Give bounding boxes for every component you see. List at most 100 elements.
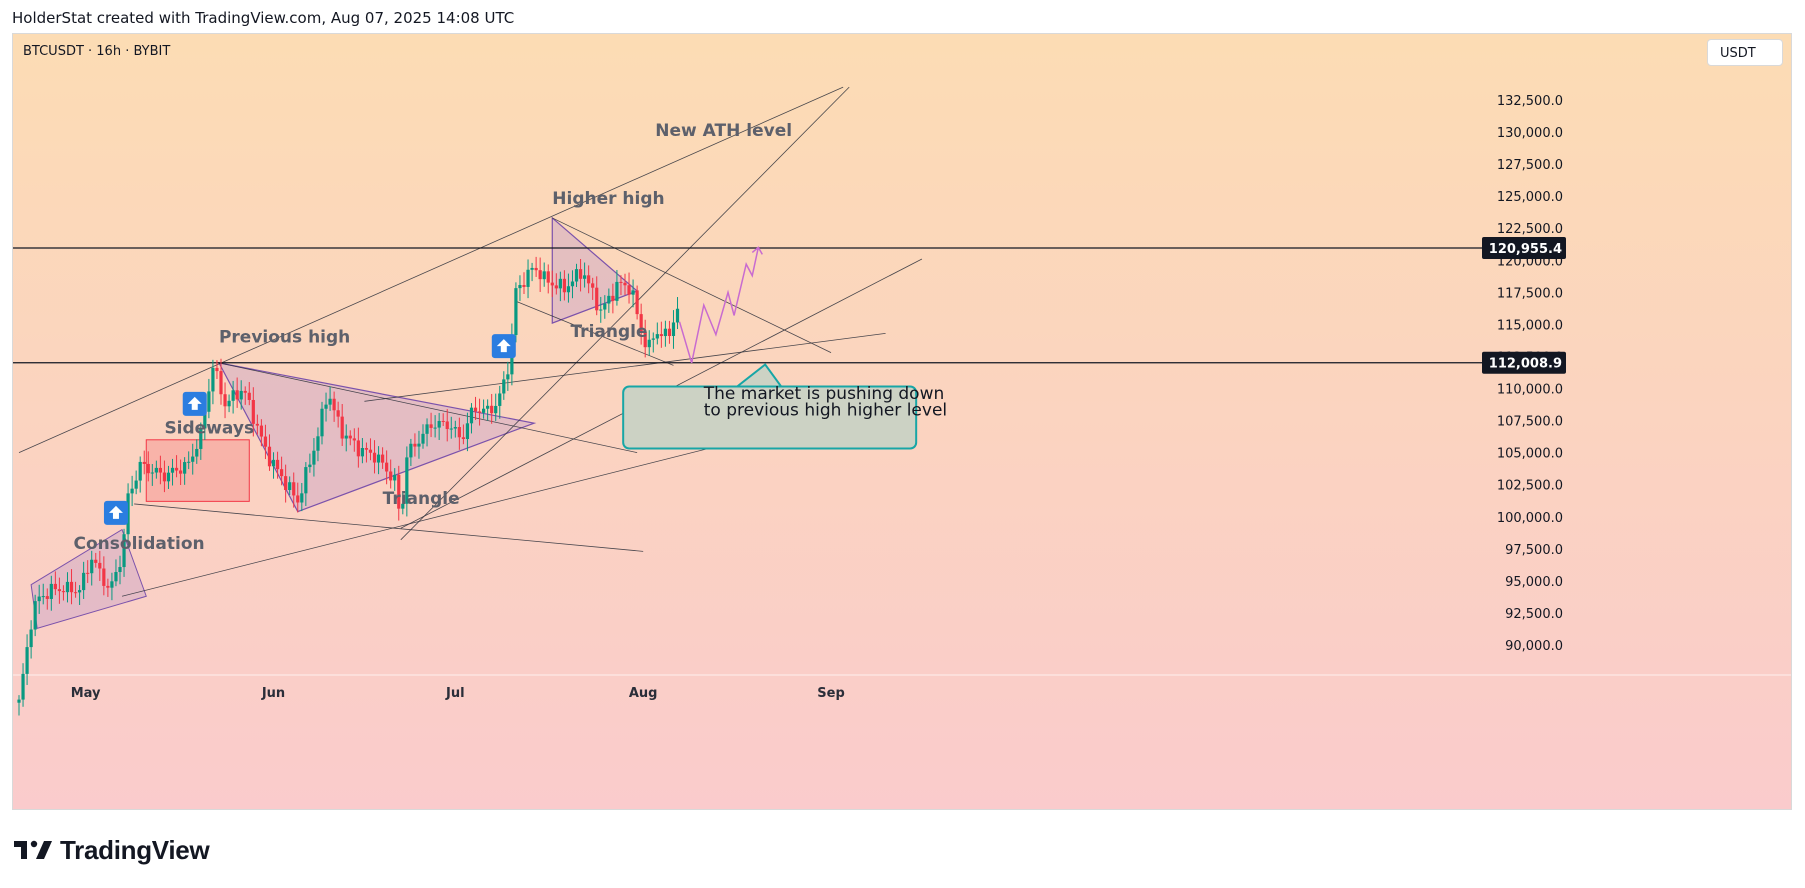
candle-body: [413, 443, 417, 447]
y-axis-tick-label: 100,000.0: [1497, 511, 1563, 526]
candle-body: [469, 407, 474, 424]
annotation-label: Triangle: [383, 489, 460, 509]
chart-canvas[interactable]: New ATH level Higher high Previous high Sid…: [13, 34, 1792, 810]
candle-body: [550, 282, 554, 286]
candle-body: [562, 278, 566, 293]
price-line-badge: 112,008.9: [1482, 351, 1566, 374]
candle-body: [255, 423, 259, 426]
candle-body: [25, 647, 29, 674]
tradingview-logo-text: TradingView: [60, 834, 210, 865]
price-line-label: 112,008.9: [1489, 357, 1562, 372]
candle-body: [65, 581, 70, 593]
candle-body: [223, 394, 227, 407]
candle-body: [603, 303, 607, 310]
candle-body: [530, 267, 534, 270]
candle-body: [494, 405, 498, 414]
y-axis-tick-label: 97,500.0: [1505, 543, 1563, 558]
candle-body: [320, 408, 324, 437]
candle-body: [183, 462, 187, 474]
trendline-descending-resistance: [552, 217, 832, 353]
y-axis-tick-label: 105,000.0: [1497, 447, 1563, 462]
annotation-label: Sideways: [164, 418, 254, 438]
tradingview-logo[interactable]: TradingView: [14, 834, 210, 866]
candle-body: [348, 435, 352, 439]
price-line-badge: 120,955.4: [1482, 236, 1566, 259]
candle-body: [583, 275, 587, 279]
y-axis-tick-label: 115,000.0: [1497, 318, 1563, 333]
trendline-previous-high-descending: [218, 362, 638, 454]
candle-body: [372, 452, 377, 463]
candle-body: [259, 425, 263, 437]
tradingview-logo-icon: [14, 840, 52, 859]
candle-body: [21, 673, 25, 700]
candle-body: [490, 405, 494, 414]
x-axis-tick-label: May: [71, 686, 101, 701]
candle-body: [138, 461, 142, 481]
candle-body: [195, 448, 199, 457]
x-axis-tick-label: Aug: [629, 686, 658, 701]
candle-body: [33, 601, 37, 630]
symbol-label: BTCUSDT · 16h · BYBIT: [23, 44, 171, 59]
candle-body: [655, 334, 659, 339]
candle-body: [389, 471, 393, 481]
candle-body: [482, 408, 486, 413]
y-axis-tick-label: 110,000.0: [1497, 383, 1563, 398]
candle-body: [106, 585, 110, 588]
candle-body: [336, 410, 340, 417]
y-axis-tick-label: 102,500.0: [1497, 479, 1563, 494]
candle-body: [29, 629, 33, 648]
candle-body: [461, 437, 465, 440]
candle-body: [659, 334, 663, 337]
candle-body: [98, 562, 102, 569]
trendline-steep-support: [400, 86, 850, 541]
annotation-label: Previous high: [219, 327, 350, 347]
candle-body: [69, 581, 74, 593]
candle-body: [308, 464, 312, 468]
candle-body: [275, 459, 280, 470]
annotation-label: Higher high: [552, 189, 664, 209]
candle-body: [150, 472, 154, 474]
candle-body: [154, 467, 158, 473]
candle-body: [304, 467, 308, 494]
candle-body: [90, 559, 94, 574]
candle-body: [445, 421, 449, 430]
currency-button[interactable]: USDT: [1707, 39, 1783, 66]
y-axis: 90,000.0 92,500.0 95,000.0 97,500.0 100,000.…: [1482, 94, 1566, 654]
candle-body: [518, 285, 522, 289]
candle-body: [619, 281, 623, 283]
candle-body: [417, 443, 421, 447]
candle-body: [522, 285, 526, 287]
candle-body: [409, 443, 413, 458]
projection-path: [678, 247, 760, 364]
candle-body: [166, 472, 171, 482]
candle-body: [114, 572, 118, 582]
annotation-label: New ATH level: [655, 121, 792, 141]
candle-body: [566, 286, 571, 293]
candle-body: [429, 424, 433, 428]
candle-body: [599, 309, 603, 311]
candle-body: [134, 480, 138, 489]
candle-body: [538, 270, 542, 280]
x-axis-tick-label: Sep: [817, 686, 845, 701]
candle-body: [78, 590, 82, 593]
candle-body: [611, 295, 615, 301]
candle-body: [235, 390, 239, 400]
candle-body: [356, 440, 360, 457]
candle-body: [280, 469, 284, 477]
candle-body: [368, 449, 373, 453]
y-axis-tick-label: 130,000.0: [1497, 126, 1563, 141]
candle-body: [623, 282, 627, 286]
candle-body: [542, 271, 546, 280]
candle-body: [486, 405, 490, 409]
candle-body: [61, 591, 66, 593]
candle-body: [332, 398, 336, 411]
candle-body: [187, 461, 191, 463]
candle-body: [122, 534, 126, 568]
candle-body: [170, 467, 175, 473]
candle-body: [174, 467, 179, 471]
y-axis-tick-label: 117,500.0: [1497, 286, 1563, 301]
y-axis-tick-label: 125,000.0: [1497, 190, 1563, 205]
chart-frame[interactable]: New ATH level Higher high Previous high Sid…: [12, 33, 1792, 810]
candle-body: [231, 390, 235, 401]
candle-body: [57, 589, 61, 592]
